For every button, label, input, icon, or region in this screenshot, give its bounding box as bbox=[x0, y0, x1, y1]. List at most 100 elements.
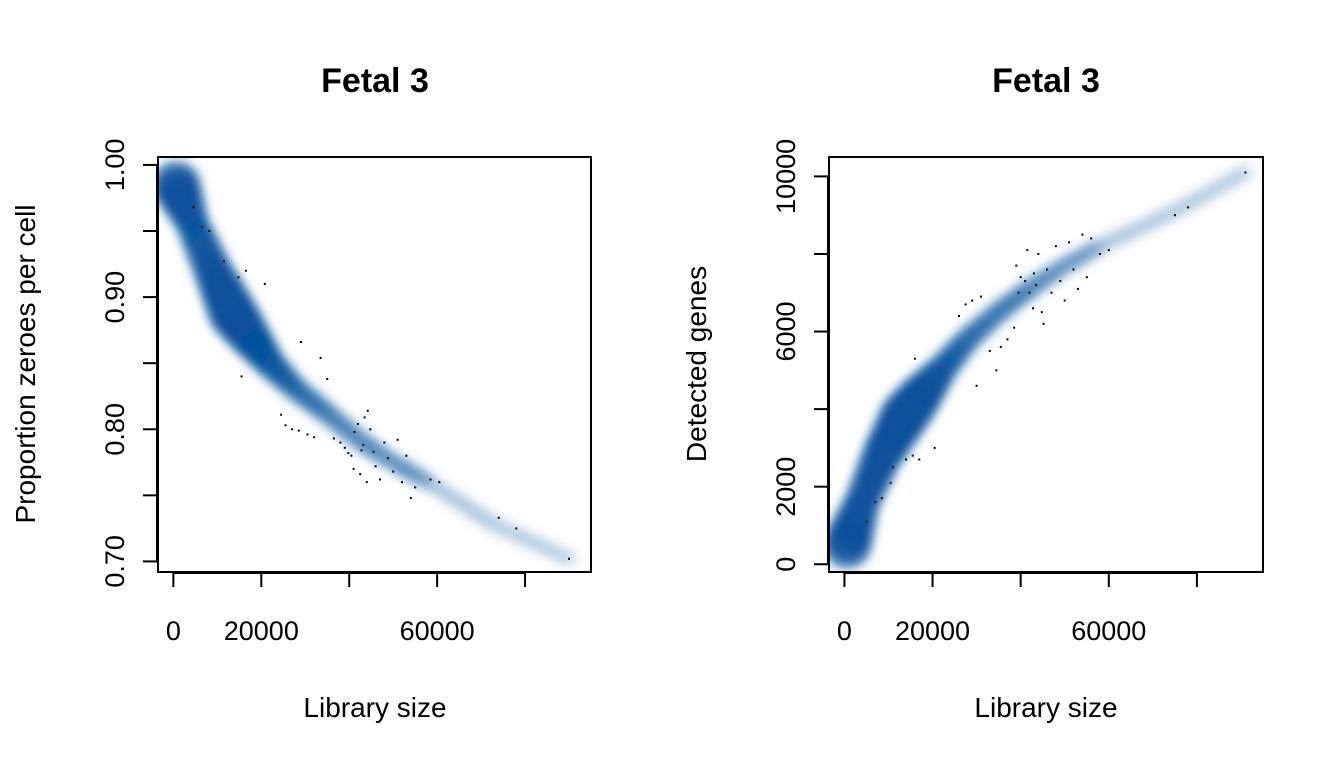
chart-2-y-axis-label: Detected genes bbox=[681, 266, 712, 462]
data-point bbox=[343, 446, 346, 449]
data-point bbox=[366, 409, 369, 412]
data-point bbox=[201, 226, 203, 228]
data-point bbox=[1244, 171, 1247, 174]
data-point bbox=[414, 486, 417, 489]
data-point bbox=[1076, 287, 1079, 290]
data-point bbox=[889, 481, 892, 484]
x-tick-label: 20000 bbox=[224, 616, 299, 646]
data-point bbox=[369, 428, 372, 431]
data-point bbox=[1099, 253, 1101, 255]
data-point bbox=[1006, 338, 1009, 341]
data-point bbox=[995, 369, 998, 372]
data-point bbox=[1081, 233, 1084, 236]
chart-1-title: Fetal 3 bbox=[321, 62, 429, 100]
data-point bbox=[332, 437, 335, 440]
data-point bbox=[363, 416, 366, 419]
x-tick-label: 0 bbox=[837, 616, 852, 646]
data-point bbox=[911, 454, 914, 457]
y-tick-label: 0.80 bbox=[100, 403, 130, 456]
data-point bbox=[362, 444, 365, 447]
chart-panel-2: Fetal 3 0 20000 60000 0 2000 6000 10000 Libra… bbox=[681, 62, 1264, 723]
data-point bbox=[326, 378, 329, 380]
data-point bbox=[1072, 268, 1075, 271]
data-point bbox=[1035, 284, 1038, 286]
data-point bbox=[386, 457, 389, 460]
x-tick-label: 0 bbox=[166, 616, 181, 646]
chart-2-plot-frame bbox=[828, 156, 1264, 573]
data-point bbox=[429, 478, 432, 481]
data-point bbox=[1013, 326, 1016, 329]
data-point bbox=[313, 436, 316, 439]
chart-1-y-axis-label: Proportion zeroes per cell bbox=[10, 204, 41, 523]
y-tick-label: 1.00 bbox=[100, 139, 130, 192]
data-point bbox=[568, 557, 570, 560]
data-point bbox=[1032, 272, 1035, 275]
data-point bbox=[933, 446, 936, 449]
data-point bbox=[958, 315, 960, 317]
data-point bbox=[372, 450, 375, 453]
y-tick-label: 0.90 bbox=[100, 271, 130, 324]
data-point bbox=[918, 458, 921, 461]
data-point bbox=[237, 276, 240, 279]
chart-1-plot-frame bbox=[157, 156, 592, 573]
y-tick-label: 6000 bbox=[771, 301, 801, 361]
data-point bbox=[360, 449, 363, 452]
data-point bbox=[1037, 253, 1040, 255]
data-point bbox=[1068, 241, 1071, 244]
y-tick-label: 0.70 bbox=[100, 535, 130, 588]
data-point bbox=[347, 452, 350, 455]
data-point bbox=[1107, 249, 1110, 252]
data-point bbox=[497, 516, 500, 519]
data-point bbox=[1090, 237, 1093, 240]
data-point bbox=[999, 346, 1002, 348]
data-point bbox=[319, 356, 322, 359]
x-tick-label: 20000 bbox=[895, 616, 970, 646]
chart-2-y-axis: 0 2000 6000 10000 bbox=[771, 139, 829, 572]
data-point bbox=[357, 423, 359, 425]
data-point bbox=[1063, 299, 1066, 302]
data-point bbox=[306, 433, 309, 436]
data-point bbox=[865, 520, 868, 523]
data-point bbox=[1046, 268, 1049, 271]
y-tick-label: 2000 bbox=[771, 457, 801, 517]
chart-2-x-axis: 0 20000 60000 bbox=[837, 572, 1198, 646]
data-point bbox=[374, 465, 377, 468]
chart-1-x-axis-label: Library size bbox=[303, 692, 446, 723]
chart-2-outliers bbox=[865, 171, 1247, 523]
data-point bbox=[1040, 311, 1043, 314]
data-point bbox=[379, 478, 381, 481]
data-point bbox=[1050, 291, 1053, 294]
data-point bbox=[297, 429, 300, 432]
data-point bbox=[352, 467, 355, 470]
data-point bbox=[350, 454, 353, 457]
chart-panel-1: Fetal 3 0 20000 60000 0.70 0.80 0.90 1.00 Lib… bbox=[10, 62, 592, 723]
chart-1-x-axis: 0 20000 60000 bbox=[166, 572, 527, 646]
data-point bbox=[1028, 291, 1031, 294]
data-point bbox=[980, 295, 982, 298]
data-point bbox=[988, 349, 991, 352]
data-point bbox=[1024, 280, 1027, 283]
data-point bbox=[383, 441, 386, 444]
data-point bbox=[874, 501, 877, 504]
y-tick-label: 0 bbox=[771, 557, 801, 572]
chart-1-outliers bbox=[192, 206, 570, 560]
data-point bbox=[192, 206, 195, 209]
data-point bbox=[401, 481, 403, 484]
data-point bbox=[913, 357, 916, 360]
data-point bbox=[208, 230, 211, 232]
data-point bbox=[1017, 291, 1020, 294]
data-point bbox=[353, 430, 356, 433]
chart-2-density bbox=[829, 163, 1255, 569]
data-point bbox=[1032, 307, 1034, 310]
data-point bbox=[971, 299, 974, 302]
data-point bbox=[964, 303, 967, 306]
data-point bbox=[1015, 264, 1018, 267]
data-point bbox=[1026, 249, 1029, 252]
data-point bbox=[222, 260, 225, 263]
data-point bbox=[1054, 245, 1057, 248]
chart-2-x-axis-label: Library size bbox=[974, 692, 1117, 723]
data-point bbox=[1187, 206, 1190, 209]
data-point bbox=[438, 481, 441, 484]
data-point bbox=[396, 438, 399, 441]
data-point bbox=[1042, 322, 1045, 325]
